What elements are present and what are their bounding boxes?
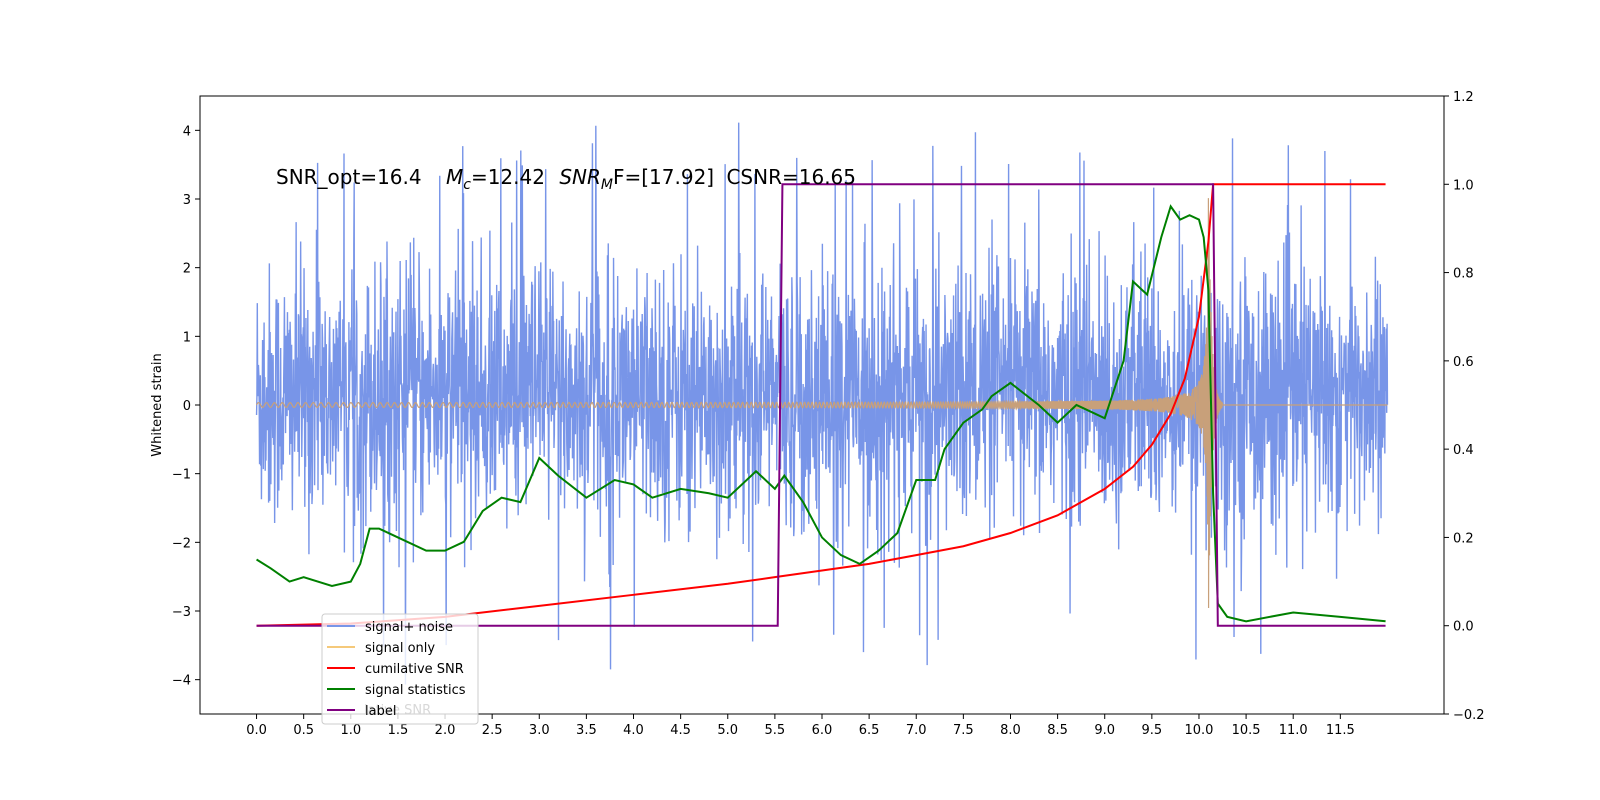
legend-box [321,613,479,725]
series-label [256,183,1386,627]
y-right-tick-label: −0.2 [1453,708,1485,723]
x-tick-label: 5.5 [765,723,786,738]
legend-label: signal+ noise [365,620,453,635]
annotation-text: SNR_opt=16.4 Mc=12.42 SNRMF=[17.92] CSNR… [276,165,856,193]
x-tick-label: 4.0 [623,723,644,738]
legend-label: signal statistics [365,683,466,698]
x-axis: 0.0 0.5 1.0 1.5 2.0 2.5 3.0 3.5 4.0 4.5 5.0 5.5 6.0 6… [246,714,1355,738]
series-cumulative-snr [256,183,1386,627]
annotation-mc-value: =12.42 [471,165,545,189]
annotation-snrmf-label: SNR [559,165,601,189]
y-left-tick-label: 3 [183,193,191,208]
legend-item-signal-only: signal only [327,641,435,656]
y-left-tick-label: 1 [183,330,191,345]
y-left-tick-label: −3 [172,605,191,620]
legend-item-signal-noise: signal+ noise [327,620,453,635]
y-left-tick-label: 0 [183,399,191,414]
x-tick-label: 8.0 [1000,723,1021,738]
y-left-tick-label: 2 [183,262,191,277]
x-tick-label: 9.5 [1142,723,1163,738]
y-right-tick-label: 1.2 [1453,90,1474,105]
x-tick-label: 11.0 [1279,723,1308,738]
x-tick-label: 3.5 [576,723,597,738]
series-signal-only [256,198,1388,608]
legend-item-signal-statistics: signal statistics [327,683,466,698]
annotation-csnr: CSNR=16.65 [726,165,856,189]
y-left-tick-label: −2 [172,536,191,551]
y-right-tick-label: 0.8 [1453,267,1474,282]
y-right-tick-label: 0.6 [1453,355,1474,370]
annotation-snrmf-sub: M [601,177,613,193]
y-right-tick-label: 0.0 [1453,620,1474,635]
x-tick-label: 10.5 [1232,723,1261,738]
y-left-tick-label: −4 [172,674,191,689]
legend-item-cumulative-snr: cumilative SNR [327,662,464,677]
x-tick-label: 6.0 [812,723,833,738]
x-tick-label: 1.5 [388,723,409,738]
x-tick-label: 8.5 [1047,723,1068,738]
legend: lative SNR signal+ noise signal only cumila… [321,613,479,725]
x-tick-label: 7.5 [953,723,974,738]
x-tick-label: 4.5 [670,723,691,738]
y-right-tick-label: 0.4 [1453,443,1474,458]
y-left-tick-label: 4 [183,124,191,139]
x-tick-label: 3.0 [529,723,550,738]
x-tick-label: 2.5 [482,723,503,738]
legend-item-label: label [327,704,396,719]
annotation-mc-sub: c [463,177,471,193]
legend-label: signal only [365,641,435,656]
x-tick-label: 9.0 [1094,723,1115,738]
x-tick-label: 1.0 [340,723,361,738]
y-axis-left: −4 −3 −2 −1 0 1 2 3 4 [172,124,200,689]
x-tick-label: 0.5 [293,723,314,738]
plot-area [255,122,1389,685]
x-tick-label: 7.0 [906,723,927,738]
legend-label: cumilative SNR [365,662,464,677]
y-left-tick-label: −1 [172,468,191,483]
x-tick-label: 6.5 [859,723,880,738]
annotation-snrmf-value: F=[17.92] [613,165,714,189]
x-tick-label: 10.0 [1184,723,1213,738]
annotation-mc-label: M [446,165,463,189]
x-tick-label: 2.0 [435,723,456,738]
y-axis-right: −0.2 0.0 0.2 0.4 0.6 0.8 1.0 1.2 [1444,90,1485,723]
y-axis-label: Whitened strain [150,353,165,456]
annotation-snr-opt: SNR_opt=16.4 [276,165,422,189]
x-tick-label: 0.0 [246,723,267,738]
legend-label: label [365,704,396,719]
x-tick-label: 11.5 [1326,723,1355,738]
x-tick-label: 5.0 [717,723,738,738]
y-right-tick-label: 1.0 [1453,178,1474,193]
y-right-tick-label: 0.2 [1453,531,1474,546]
legend-ghost-text: lative SNR [364,703,431,718]
series-signal-statistics [256,204,1386,623]
